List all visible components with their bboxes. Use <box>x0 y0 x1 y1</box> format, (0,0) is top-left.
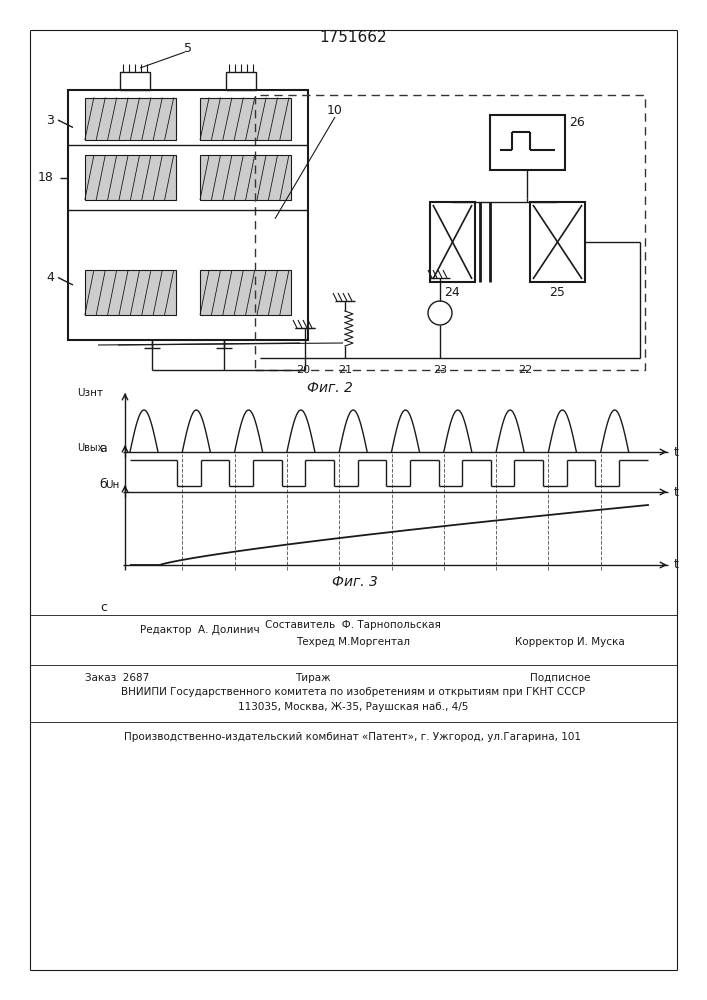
Text: 22: 22 <box>518 365 532 375</box>
Text: Подписное: Подписное <box>530 673 590 683</box>
Text: Составитель  Ф. Тарнопольская: Составитель Ф. Тарнопольская <box>265 620 441 630</box>
Text: 18: 18 <box>38 171 54 184</box>
Text: Техред М.Моргентал: Техред М.Моргентал <box>296 637 410 647</box>
Text: Фиг. 3: Фиг. 3 <box>332 575 378 589</box>
Text: 5: 5 <box>184 41 192 54</box>
Bar <box>255 95 645 370</box>
Text: Производственно-издательский комбинат «Патент», г. Ужгород, ул.Гагарина, 101: Производственно-издательский комбинат «П… <box>124 732 581 742</box>
Text: 4: 4 <box>46 271 54 284</box>
Text: 25: 25 <box>549 286 565 298</box>
Text: c: c <box>100 601 107 614</box>
Text: 113035, Москва, Ж-35, Раушская наб., 4/5: 113035, Москва, Ж-35, Раушская наб., 4/5 <box>238 702 468 712</box>
Bar <box>120 72 150 90</box>
Text: Корректор И. Муска: Корректор И. Муска <box>515 637 625 647</box>
Bar <box>85 270 176 315</box>
Bar <box>200 98 291 140</box>
Text: 3: 3 <box>46 113 54 126</box>
Text: 26: 26 <box>569 116 585 129</box>
Bar <box>490 115 565 170</box>
Text: Тираж: Тираж <box>295 673 331 683</box>
Text: Uвых: Uвых <box>76 443 103 453</box>
Text: 1751662: 1751662 <box>319 30 387 45</box>
Text: б: б <box>99 478 107 490</box>
Text: Uн: Uн <box>105 480 120 490</box>
Bar <box>200 270 291 315</box>
Text: t: t <box>674 558 679 572</box>
Text: 20: 20 <box>296 365 310 375</box>
Bar <box>226 72 256 90</box>
Text: 21: 21 <box>338 365 352 375</box>
Bar <box>530 202 585 282</box>
Text: Uзнт: Uзнт <box>77 388 103 398</box>
Bar <box>430 202 475 282</box>
Bar <box>85 155 176 200</box>
Bar <box>68 90 308 340</box>
Text: ВНИИПИ Государственного комитета по изобретениям и открытиям при ГКНТ СССР: ВНИИПИ Государственного комитета по изоб… <box>121 687 585 697</box>
Text: a: a <box>99 442 107 454</box>
Bar <box>85 98 176 140</box>
Text: 24: 24 <box>444 286 460 298</box>
Text: 10: 10 <box>327 104 343 116</box>
Text: Заказ  2687: Заказ 2687 <box>85 673 149 683</box>
Bar <box>200 155 291 200</box>
Text: t: t <box>674 486 679 498</box>
Text: Редактор  А. Долинич: Редактор А. Долинич <box>140 625 259 635</box>
Text: t: t <box>674 446 679 458</box>
Text: 23: 23 <box>433 365 447 375</box>
Text: Фиг. 2: Фиг. 2 <box>307 381 353 395</box>
